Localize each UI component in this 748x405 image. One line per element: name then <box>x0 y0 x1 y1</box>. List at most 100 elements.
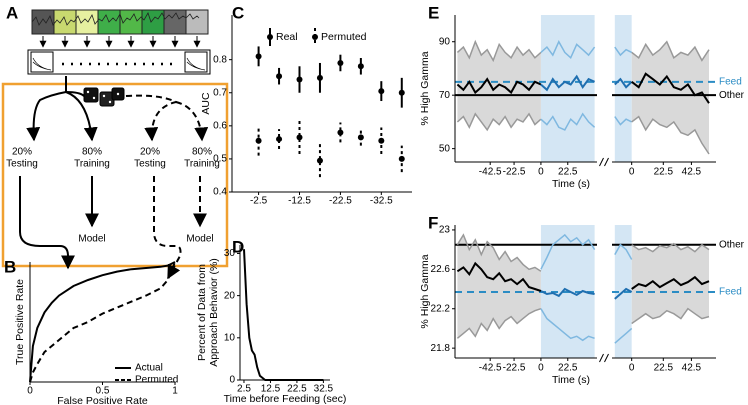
band-edge <box>631 242 710 253</box>
error-band <box>457 234 541 339</box>
band-edge <box>631 115 710 155</box>
x-tick-label: -42.5 <box>479 363 502 374</box>
feeding-shade <box>614 15 632 162</box>
test-pct: 20% <box>12 147 32 158</box>
panel-label: C <box>232 3 244 22</box>
legend-label: Actual <box>135 363 163 374</box>
panel-label: A <box>6 3 18 22</box>
y-tick-label: 30 <box>224 248 236 259</box>
window-arrows <box>39 36 201 48</box>
x-tick-label: -2.5 <box>250 196 268 207</box>
error-band <box>631 41 709 155</box>
legend-marker <box>312 34 318 40</box>
y-tick-label: 22.6 <box>431 264 451 275</box>
band-edge <box>456 112 542 132</box>
point <box>398 89 405 96</box>
x-tick-label: 0 <box>629 363 635 374</box>
point <box>316 157 323 164</box>
band-edge <box>614 327 633 344</box>
x-tick-label: 22.5 <box>558 363 578 374</box>
x-tick-label: 22.5 <box>654 167 674 178</box>
signal-strip <box>31 9 209 35</box>
y-axis-label: True Positive Rate <box>14 279 26 365</box>
y-tick-label: 23 <box>439 225 451 236</box>
feature-row <box>27 49 211 75</box>
x-tick-label: 0 <box>538 167 544 178</box>
axis-break <box>599 353 609 363</box>
band-edge <box>540 40 596 60</box>
x-axis-label: Time (s) <box>552 178 590 190</box>
mean-line <box>631 72 710 104</box>
feeding-shade <box>540 15 595 162</box>
x-tick-label: -32.5 <box>370 196 393 207</box>
panel-label: F <box>428 213 438 232</box>
y-axis-label: % High Gamma <box>419 51 431 125</box>
legend-label: Permuted <box>321 31 367 43</box>
train-label: Training <box>74 159 110 170</box>
x-tick-label: -42.5 <box>479 167 502 178</box>
train-pct: 80% <box>82 147 102 158</box>
diagram: A 20% Testing 80% Training Model <box>1 3 229 280</box>
x-tick-label: 2.5 <box>237 384 251 395</box>
x-tick-label: 0.5 <box>96 386 110 397</box>
y-tick-label: 0.7 <box>213 87 227 98</box>
y-tick-label: 90 <box>439 36 451 47</box>
train-label: Training <box>184 159 220 170</box>
point <box>398 155 405 162</box>
x-tick-label: 12.5 <box>261 384 281 395</box>
point <box>276 136 283 143</box>
test-pct: 20% <box>140 147 160 158</box>
dice <box>83 87 125 107</box>
y-tick-label: 21.8 <box>431 343 451 354</box>
model-label: Model <box>78 234 105 245</box>
y-axis-label: Approach Behavior (%) <box>208 258 220 367</box>
x-tick-label: 42.5 <box>682 167 702 178</box>
mean-line <box>540 74 596 92</box>
band-edge <box>540 112 596 131</box>
mean-line <box>456 77 542 95</box>
point <box>337 59 344 66</box>
y-tick-label: 50 <box>439 143 451 154</box>
band-edge <box>540 308 595 342</box>
model-label: Model <box>186 234 213 245</box>
x-tick-label: 1 <box>172 386 178 397</box>
panel-label: E <box>428 3 439 22</box>
legend-label: Permuted <box>135 375 178 386</box>
y-tick-label: 70 <box>439 90 451 101</box>
x-axis-label: False Positive Rate <box>57 395 148 405</box>
branches <box>19 76 209 280</box>
point <box>337 129 344 136</box>
axis-break <box>599 157 609 167</box>
y-tick-label: 20 <box>224 290 236 301</box>
band-edge <box>456 233 542 272</box>
reference-label: Feed <box>719 287 742 298</box>
band-edge <box>631 40 710 62</box>
point <box>316 74 323 81</box>
mean-line <box>614 287 633 300</box>
mean-line <box>614 77 633 89</box>
y-axis-label: Percent of Data from <box>196 264 208 361</box>
x-tick-label: -12.5 <box>288 196 311 207</box>
x-tick-label: -22.5 <box>503 363 526 374</box>
y-tick-label: 0.4 <box>213 187 227 198</box>
x-tick-label: -22.5 <box>329 196 352 207</box>
y-tick-label: 10 <box>224 332 236 343</box>
x-axis-label: Time before Feeding (sec) <box>224 393 347 405</box>
y-tick-label: 0.8 <box>213 54 227 65</box>
band-edge <box>631 307 710 325</box>
band-edge <box>614 116 633 126</box>
legend-marker <box>267 34 273 40</box>
band-edge <box>614 243 633 260</box>
x-tick-label: -22.5 <box>503 167 526 178</box>
panel-label: D <box>232 237 244 256</box>
point <box>255 137 262 144</box>
line-series <box>243 249 324 381</box>
legend-label: Real <box>276 31 298 43</box>
x-tick-label: 0 <box>27 386 33 397</box>
point <box>357 134 364 141</box>
x-tick-label: 22.5 <box>287 384 307 395</box>
point <box>255 53 262 60</box>
x-tick-label: 0 <box>629 167 635 178</box>
y-axis-label: AUC <box>200 92 212 115</box>
point <box>378 88 385 95</box>
